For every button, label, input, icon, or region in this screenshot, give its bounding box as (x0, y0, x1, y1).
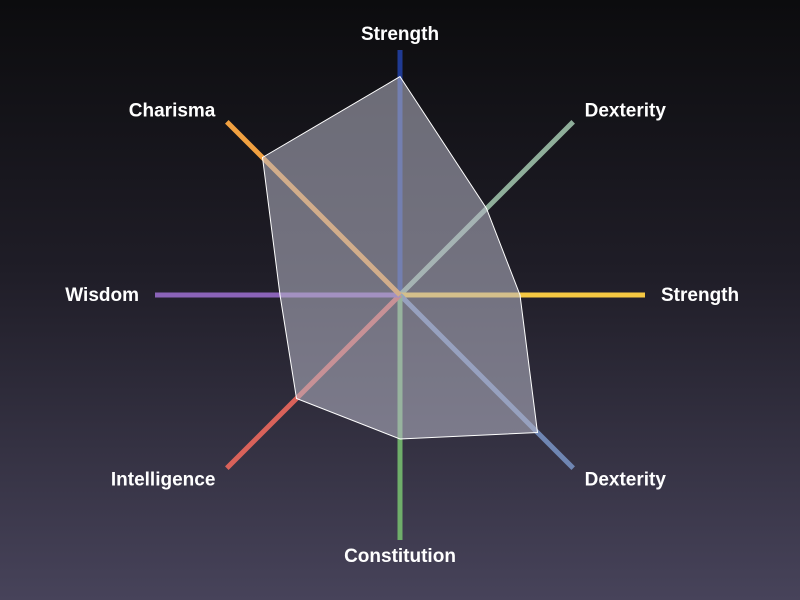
axis-label-1: Dexterity (585, 100, 667, 121)
axis-label-6: Wisdom (65, 285, 139, 306)
labels-layer: Strength Dexterity Strength Dexterity Consti… (65, 24, 739, 567)
axis-label-5: Intelligence (111, 470, 216, 491)
axis-label-0: Strength (361, 24, 439, 45)
axis-label-3: Dexterity (585, 470, 667, 491)
axis-label-4: Constitution (344, 546, 456, 567)
axis-label-7: Charisma (129, 100, 216, 121)
axis-label-2: Strength (661, 285, 739, 306)
value-polygon (261, 75, 539, 440)
